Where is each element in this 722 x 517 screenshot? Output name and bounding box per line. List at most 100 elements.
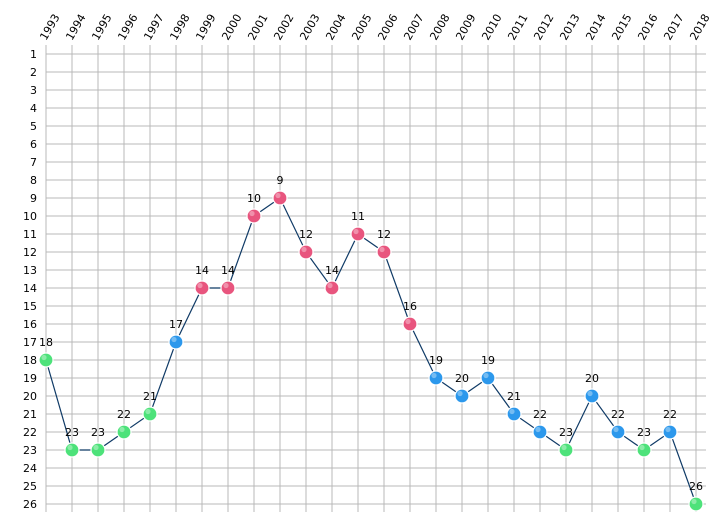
data-point-highlight: [145, 408, 151, 415]
y-tick-label: 25: [23, 480, 37, 493]
y-tick-label: 5: [30, 120, 37, 133]
data-label: 26: [689, 480, 703, 493]
y-tick-label: 6: [30, 138, 37, 151]
x-tick-label: 2009: [453, 12, 478, 43]
data-label: 22: [533, 408, 547, 421]
y-tick-label: 20: [23, 390, 37, 403]
data-point-highlight: [691, 498, 697, 505]
data-point: [636, 442, 652, 458]
x-tick-label: 2011: [505, 12, 530, 43]
data-point: [194, 280, 210, 296]
x-tick-label: 1997: [141, 12, 166, 43]
data-point-highlight: [249, 210, 255, 217]
data-label: 14: [195, 264, 209, 277]
data-point-highlight: [119, 426, 125, 433]
x-tick-label: 2013: [557, 12, 582, 43]
data-point-highlight: [431, 372, 437, 379]
data-point: [376, 244, 392, 260]
x-tick-label: 2018: [687, 12, 712, 43]
x-tick-label: 2006: [375, 12, 400, 43]
data-point: [142, 406, 158, 422]
data-point-highlight: [41, 354, 47, 361]
data-point: [324, 280, 340, 296]
x-tick-label: 2014: [583, 12, 608, 43]
x-tick-label: 1993: [37, 12, 62, 43]
data-point-highlight: [665, 426, 671, 433]
data-label: 9: [277, 174, 284, 187]
x-tick-label: 2007: [401, 12, 426, 43]
data-label: 12: [299, 228, 313, 241]
data-point-highlight: [613, 426, 619, 433]
data-labels: 18 23 23 22 21 17 14 14 10 9 12 14 11 12 16 19 20 19 21 22 2…: [39, 174, 703, 493]
data-point-highlight: [327, 282, 333, 289]
x-axis-ticks: 1993 1994 1995 1996 1997 1998 1999 2000 2001 2002…: [37, 12, 712, 43]
data-label: 14: [221, 264, 235, 277]
data-point: [480, 370, 496, 386]
data-point: [688, 496, 704, 512]
x-tick-label: 2010: [479, 12, 504, 43]
data-point-highlight: [353, 228, 359, 235]
series-points: [38, 190, 704, 512]
x-tick-label: 1994: [63, 12, 88, 43]
data-label: 12: [377, 228, 391, 241]
data-point-highlight: [171, 336, 177, 343]
data-label: 11: [351, 210, 365, 223]
data-point-highlight: [587, 390, 593, 397]
data-point: [532, 424, 548, 440]
data-point-highlight: [405, 318, 411, 325]
data-label: 16: [403, 300, 417, 313]
data-point: [454, 388, 470, 404]
y-tick-label: 10: [23, 210, 37, 223]
data-point-highlight: [509, 408, 515, 415]
x-tick-label: 2017: [661, 12, 686, 43]
y-tick-label: 12: [23, 246, 37, 259]
data-point: [90, 442, 106, 458]
data-label: 17: [169, 318, 183, 331]
y-tick-label: 15: [23, 300, 37, 313]
y-tick-label: 8: [30, 174, 37, 187]
y-tick-label: 18: [23, 354, 37, 367]
y-tick-label: 16: [23, 318, 37, 331]
data-point-highlight: [457, 390, 463, 397]
data-point-highlight: [223, 282, 229, 289]
y-tick-label: 1: [30, 48, 37, 61]
x-tick-label: 2000: [219, 12, 244, 43]
y-tick-label: 21: [23, 408, 37, 421]
data-point: [402, 316, 418, 332]
y-tick-label: 23: [23, 444, 37, 457]
data-point: [272, 190, 288, 206]
x-tick-label: 2001: [245, 12, 270, 43]
x-tick-label: 2004: [323, 12, 348, 43]
data-point-highlight: [275, 192, 281, 199]
grid: [45, 45, 706, 512]
x-tick-label: 1998: [167, 12, 192, 43]
x-tick-label: 2015: [609, 12, 634, 43]
data-label: 18: [39, 336, 53, 349]
series-line: [45, 197, 697, 505]
data-point-highlight: [561, 444, 567, 451]
data-point-highlight: [197, 282, 203, 289]
data-point: [428, 370, 444, 386]
data-point: [298, 244, 314, 260]
data-label: 19: [481, 354, 495, 367]
data-point-highlight: [535, 426, 541, 433]
data-label: 23: [559, 426, 573, 439]
data-label: 14: [325, 264, 339, 277]
data-point: [64, 442, 80, 458]
data-point: [116, 424, 132, 440]
y-tick-label: 2: [30, 66, 37, 79]
x-tick-label: 2008: [427, 12, 452, 43]
data-point-highlight: [483, 372, 489, 379]
data-label: 21: [507, 390, 521, 403]
y-tick-label: 14: [23, 282, 37, 295]
y-tick-label: 7: [30, 156, 37, 169]
data-label: 21: [143, 390, 157, 403]
x-tick-label: 2012: [531, 12, 556, 43]
x-tick-label: 1996: [115, 12, 140, 43]
y-axis-ticks: 1234567891011121314151617181920212223242…: [23, 48, 37, 511]
data-point: [558, 442, 574, 458]
y-tick-label: 24: [23, 462, 37, 475]
x-tick-label: 1995: [89, 12, 114, 43]
